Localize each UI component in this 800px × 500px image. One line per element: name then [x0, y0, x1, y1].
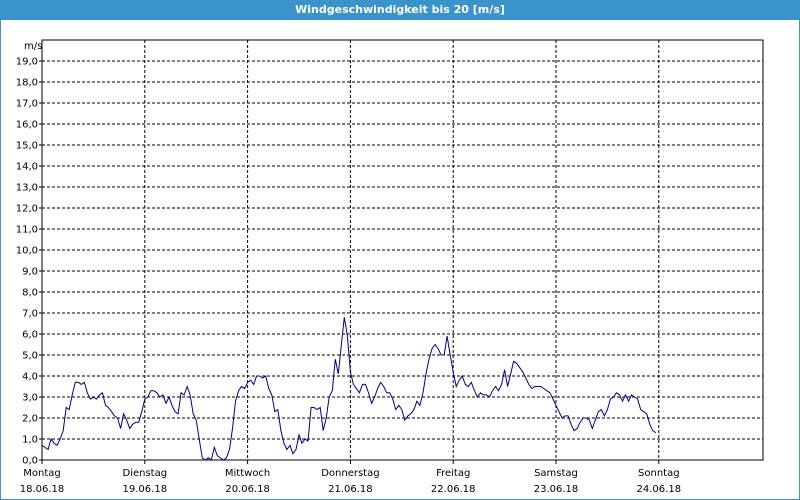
wind-speed-chart: 0,0 1,0 2,0 3,0 4,0 5,0 6,0 7,0 8,0 9,0 10,0 11,0 12…: [16, 39, 764, 495]
y-tick-label: 7,0: [22, 309, 38, 320]
wind-speed-series-line: [41, 317, 657, 461]
x-tick-day-label: Montag: [23, 468, 60, 479]
grid: [42, 40, 763, 460]
y-tick-label: 5,0: [22, 351, 38, 362]
y-tick-label: 14,0: [16, 162, 38, 173]
x-tick-day-label: Mittwoch: [225, 468, 270, 479]
y-tick-label: 2,0: [22, 414, 38, 425]
y-tick-label: 3,0: [22, 393, 38, 404]
y-tick-label: 11,0: [16, 225, 38, 236]
y-tick-label: 6,0: [22, 330, 38, 341]
y-tick-label: 4,0: [22, 372, 38, 383]
x-tick-day-label: Samstag: [534, 468, 578, 479]
y-axis-label: m/s: [24, 41, 42, 52]
plot-frame: [41, 39, 764, 461]
x-tick-date-label: 19.06.18: [123, 484, 168, 495]
x-tick-date-label: 24.06.18: [637, 484, 682, 495]
y-tick-label: 9,0: [22, 267, 38, 278]
y-tick-label: 10,0: [16, 246, 38, 257]
x-tick-date-label: 22.06.18: [431, 484, 476, 495]
x-tick-day-label: Dienstag: [123, 468, 168, 479]
window-title: Windgeschwindigkeit bis 20 [m/s]: [0, 0, 800, 20]
y-tick-label: 17,0: [16, 99, 38, 110]
x-tick-day-label: Freitag: [436, 468, 470, 479]
y-tick-label: 8,0: [22, 288, 38, 299]
x-tick-date-label: 21.06.18: [328, 484, 373, 495]
axes: [39, 39, 764, 464]
y-tick-label: 13,0: [16, 183, 38, 194]
x-tick-day-label: Sonntag: [638, 468, 680, 479]
y-tick-label: 0,0: [22, 456, 38, 467]
y-tick-label: 12,0: [16, 204, 38, 215]
x-tick-day-label: Donnerstag: [321, 468, 379, 479]
x-tick-date-label: 18.06.18: [20, 484, 65, 495]
y-tick-label: 15,0: [16, 141, 38, 152]
x-tick-date-label: 23.06.18: [534, 484, 579, 495]
y-tick-labels: 0,0 1,0 2,0 3,0 4,0 5,0 6,0 7,0 8,0 9,0 10,0 11,0 12…: [16, 57, 38, 467]
x-tick-date-label: 20.06.18: [225, 484, 270, 495]
y-tick-label: 18,0: [16, 78, 38, 89]
y-tick-label: 19,0: [16, 57, 38, 68]
y-tick-label: 16,0: [16, 120, 38, 131]
x-tick-labels: Montag 18.06.18 Dienstag 19.06.18 Mittwoch 20…: [20, 468, 681, 495]
y-tick-label: 1,0: [22, 435, 38, 446]
